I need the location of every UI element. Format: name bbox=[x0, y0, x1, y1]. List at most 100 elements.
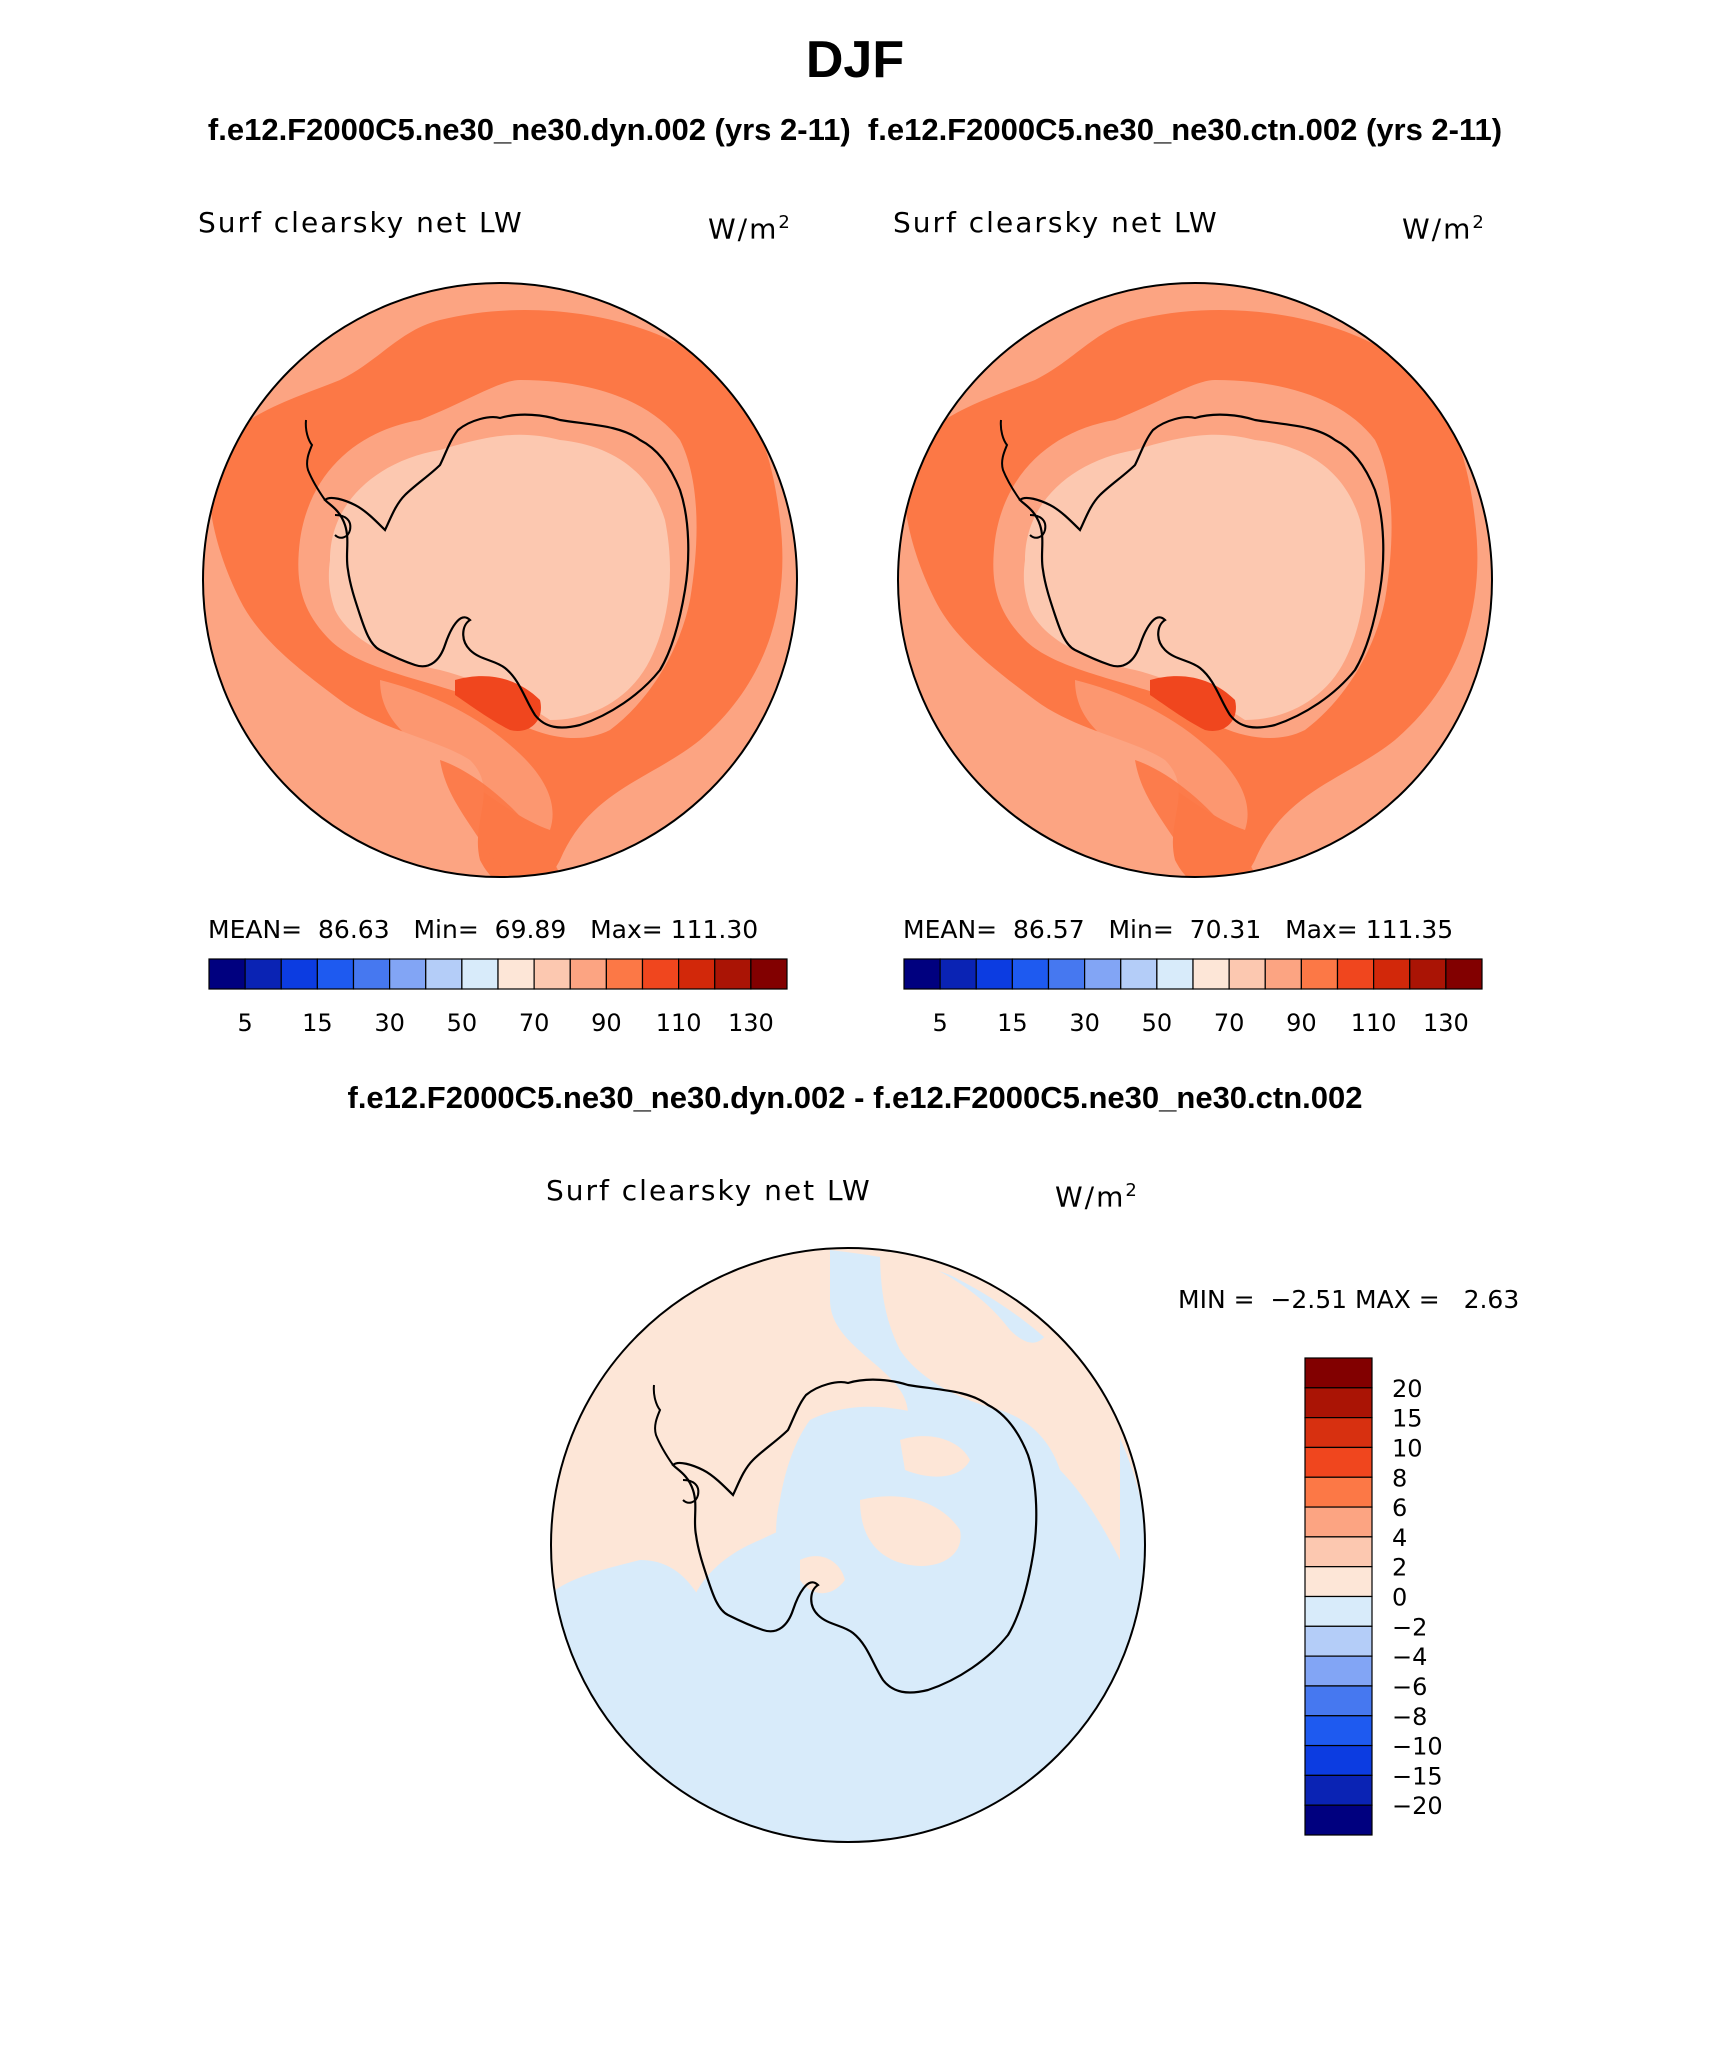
season-title: DJF bbox=[805, 31, 905, 89]
diff-colorbar-tick-label: 4 bbox=[1392, 1524, 1407, 1552]
right-colorbar-swatch bbox=[1084, 958, 1122, 990]
diff-colorbar-tick-label: −20 bbox=[1392, 1792, 1443, 1820]
diff-polar-map bbox=[550, 1247, 1146, 1843]
right-colorbar-swatch bbox=[1445, 958, 1483, 990]
diff-colorbar-swatch bbox=[1304, 1804, 1373, 1836]
right-colorbar-tick-label: 50 bbox=[1142, 1009, 1173, 1037]
left-peninsula bbox=[304, 419, 326, 501]
left-ross-hot-spot bbox=[455, 676, 541, 731]
right-colorbar-swatch bbox=[1409, 958, 1447, 990]
left-colorbar-swatch bbox=[280, 958, 318, 990]
diff-colorbar-tick-label: 10 bbox=[1392, 1434, 1423, 1462]
diff-pos-blob-1 bbox=[860, 1496, 961, 1566]
diff-pos-blob-3 bbox=[800, 1556, 845, 1594]
diff-colorbar-swatch bbox=[1304, 1595, 1373, 1627]
right-ross-region bbox=[1075, 680, 1248, 830]
right-max-value: 111.35 bbox=[1365, 915, 1454, 944]
left-colorbar-swatch bbox=[497, 958, 535, 990]
diff-colorbar-swatch bbox=[1304, 1625, 1373, 1657]
right-colorbar-swatch bbox=[939, 958, 977, 990]
left-colorbar-swatch bbox=[461, 958, 499, 990]
right-colorbar-tick-label: 70 bbox=[1214, 1009, 1245, 1037]
diff-colorbar-tick-label: 2 bbox=[1392, 1554, 1407, 1582]
left-colorbar-tick-label: 30 bbox=[374, 1009, 405, 1037]
diff-colorbar-tick-label: −4 bbox=[1392, 1643, 1427, 1671]
left-colorbar-swatch bbox=[569, 958, 607, 990]
right-units-label: W/m2 bbox=[1402, 212, 1486, 246]
right-colorbar-swatch bbox=[1336, 958, 1375, 990]
left-antarctic-coastline bbox=[323, 413, 690, 729]
right-peninsula bbox=[999, 419, 1021, 501]
left-max-label: Max= bbox=[590, 915, 663, 944]
left-colorbar-tick-label: 70 bbox=[519, 1009, 550, 1037]
diff-colorbar-tick-label: 8 bbox=[1392, 1464, 1407, 1492]
right-colorbar-swatch bbox=[1264, 958, 1302, 990]
right-colorbar-swatch bbox=[903, 958, 941, 990]
right-max-label: Max= bbox=[1285, 915, 1358, 944]
right-colorbar-swatch bbox=[975, 958, 1013, 990]
diff-colorbar-swatch bbox=[1304, 1417, 1373, 1449]
left-colorbar-tick-label: 130 bbox=[728, 1009, 774, 1037]
right-colorbar-swatch bbox=[1011, 958, 1050, 990]
diff-colorbar-tick-label: −2 bbox=[1392, 1613, 1427, 1641]
diff-colorbar-swatch bbox=[1304, 1476, 1373, 1508]
right-mean-value: 86.57 bbox=[1013, 915, 1085, 944]
left-variable-label: Surf clearsky net LW bbox=[198, 206, 524, 239]
diff-colorbar-swatch bbox=[1304, 1446, 1373, 1478]
diff-minmax: MIN = −2.51 MAX = 2.63 bbox=[1178, 1285, 1519, 1315]
diff-peninsula bbox=[652, 1384, 674, 1466]
left-colorbar-tick-label: 5 bbox=[237, 1009, 252, 1037]
diff-pos-blob-2 bbox=[900, 1436, 970, 1477]
left-colorbar-swatch bbox=[208, 958, 246, 990]
left-units-label: W/m2 bbox=[708, 212, 792, 246]
right-variable-label: Surf clearsky net LW bbox=[893, 206, 1219, 239]
right-colorbar-tick-label: 15 bbox=[997, 1009, 1028, 1037]
case-header: f.e12.F2000C5.ne30_ne30.dyn.002 (yrs 2-1… bbox=[207, 112, 1503, 147]
right-antarctic-coastline bbox=[1018, 413, 1385, 729]
right-colorbar: 5 15 30 50 70 90 110 130 bbox=[903, 958, 1483, 1037]
right-colorbar-swatch bbox=[1047, 958, 1086, 990]
left-min-value: 69.89 bbox=[494, 915, 567, 944]
left-colorbar-swatch bbox=[316, 958, 355, 990]
right-ross-hot-spot bbox=[1150, 676, 1236, 731]
left-polar-map bbox=[202, 282, 798, 878]
left-mean-value: 86.63 bbox=[318, 915, 390, 944]
left-pacific-tongue bbox=[440, 760, 564, 877]
diff-colorbar-tick-label: 20 bbox=[1392, 1375, 1423, 1403]
right-colorbar-swatch bbox=[1156, 958, 1194, 990]
diff-colorbar-tick-label: −6 bbox=[1392, 1673, 1427, 1701]
right-mean-label: MEAN= bbox=[903, 915, 998, 944]
diff-colorbar-tick-label: −15 bbox=[1392, 1762, 1443, 1790]
diff-colorbar-tick-label: 15 bbox=[1392, 1405, 1423, 1433]
right-min-label: Min= bbox=[1108, 915, 1174, 944]
diff-min-value: −2.51 bbox=[1270, 1285, 1348, 1314]
left-colorbar-swatch bbox=[244, 958, 282, 990]
diff-colorbar-swatch bbox=[1304, 1357, 1373, 1389]
diff-colorbar-swatch bbox=[1304, 1655, 1373, 1687]
left-mean-label: MEAN= bbox=[208, 915, 303, 944]
right-colorbar-swatch bbox=[1120, 958, 1158, 990]
right-colorbar-swatch bbox=[1373, 958, 1411, 990]
right-colorbar-tick-label: 130 bbox=[1423, 1009, 1469, 1037]
left-colorbar: 5 15 30 50 70 90 110 130 bbox=[208, 958, 788, 1037]
diff-colorbar-tick-label: −8 bbox=[1392, 1703, 1427, 1731]
right-colorbar-tick-label: 110 bbox=[1351, 1009, 1397, 1037]
diff-colorbar-swatch bbox=[1304, 1506, 1373, 1538]
left-colorbar-swatch bbox=[533, 958, 571, 990]
left-colorbar-swatch bbox=[352, 958, 391, 990]
right-colorbar-swatch bbox=[1300, 958, 1339, 990]
right-stats: MEAN= 86.57 Min= 70.31 Max= 111.35 bbox=[903, 915, 1453, 945]
left-stats: MEAN= 86.63 Min= 69.89 Max= 111.30 bbox=[208, 915, 758, 945]
diff-colorbar-tick-label: 0 bbox=[1392, 1584, 1407, 1612]
diff-header: f.e12.F2000C5.ne30_ne30.dyn.002 - f.e12.… bbox=[347, 1080, 1363, 1115]
diff-max-label: MAX = bbox=[1355, 1285, 1440, 1314]
diff-colorbar-swatch bbox=[1304, 1774, 1373, 1806]
left-ross-region bbox=[380, 680, 553, 830]
diff-min-label: MIN = bbox=[1178, 1285, 1255, 1314]
left-colorbar-tick-label: 15 bbox=[302, 1009, 333, 1037]
left-colorbar-swatch bbox=[641, 958, 680, 990]
left-colorbar-tick-label: 90 bbox=[591, 1009, 622, 1037]
left-colorbar-tick-label: 110 bbox=[656, 1009, 702, 1037]
